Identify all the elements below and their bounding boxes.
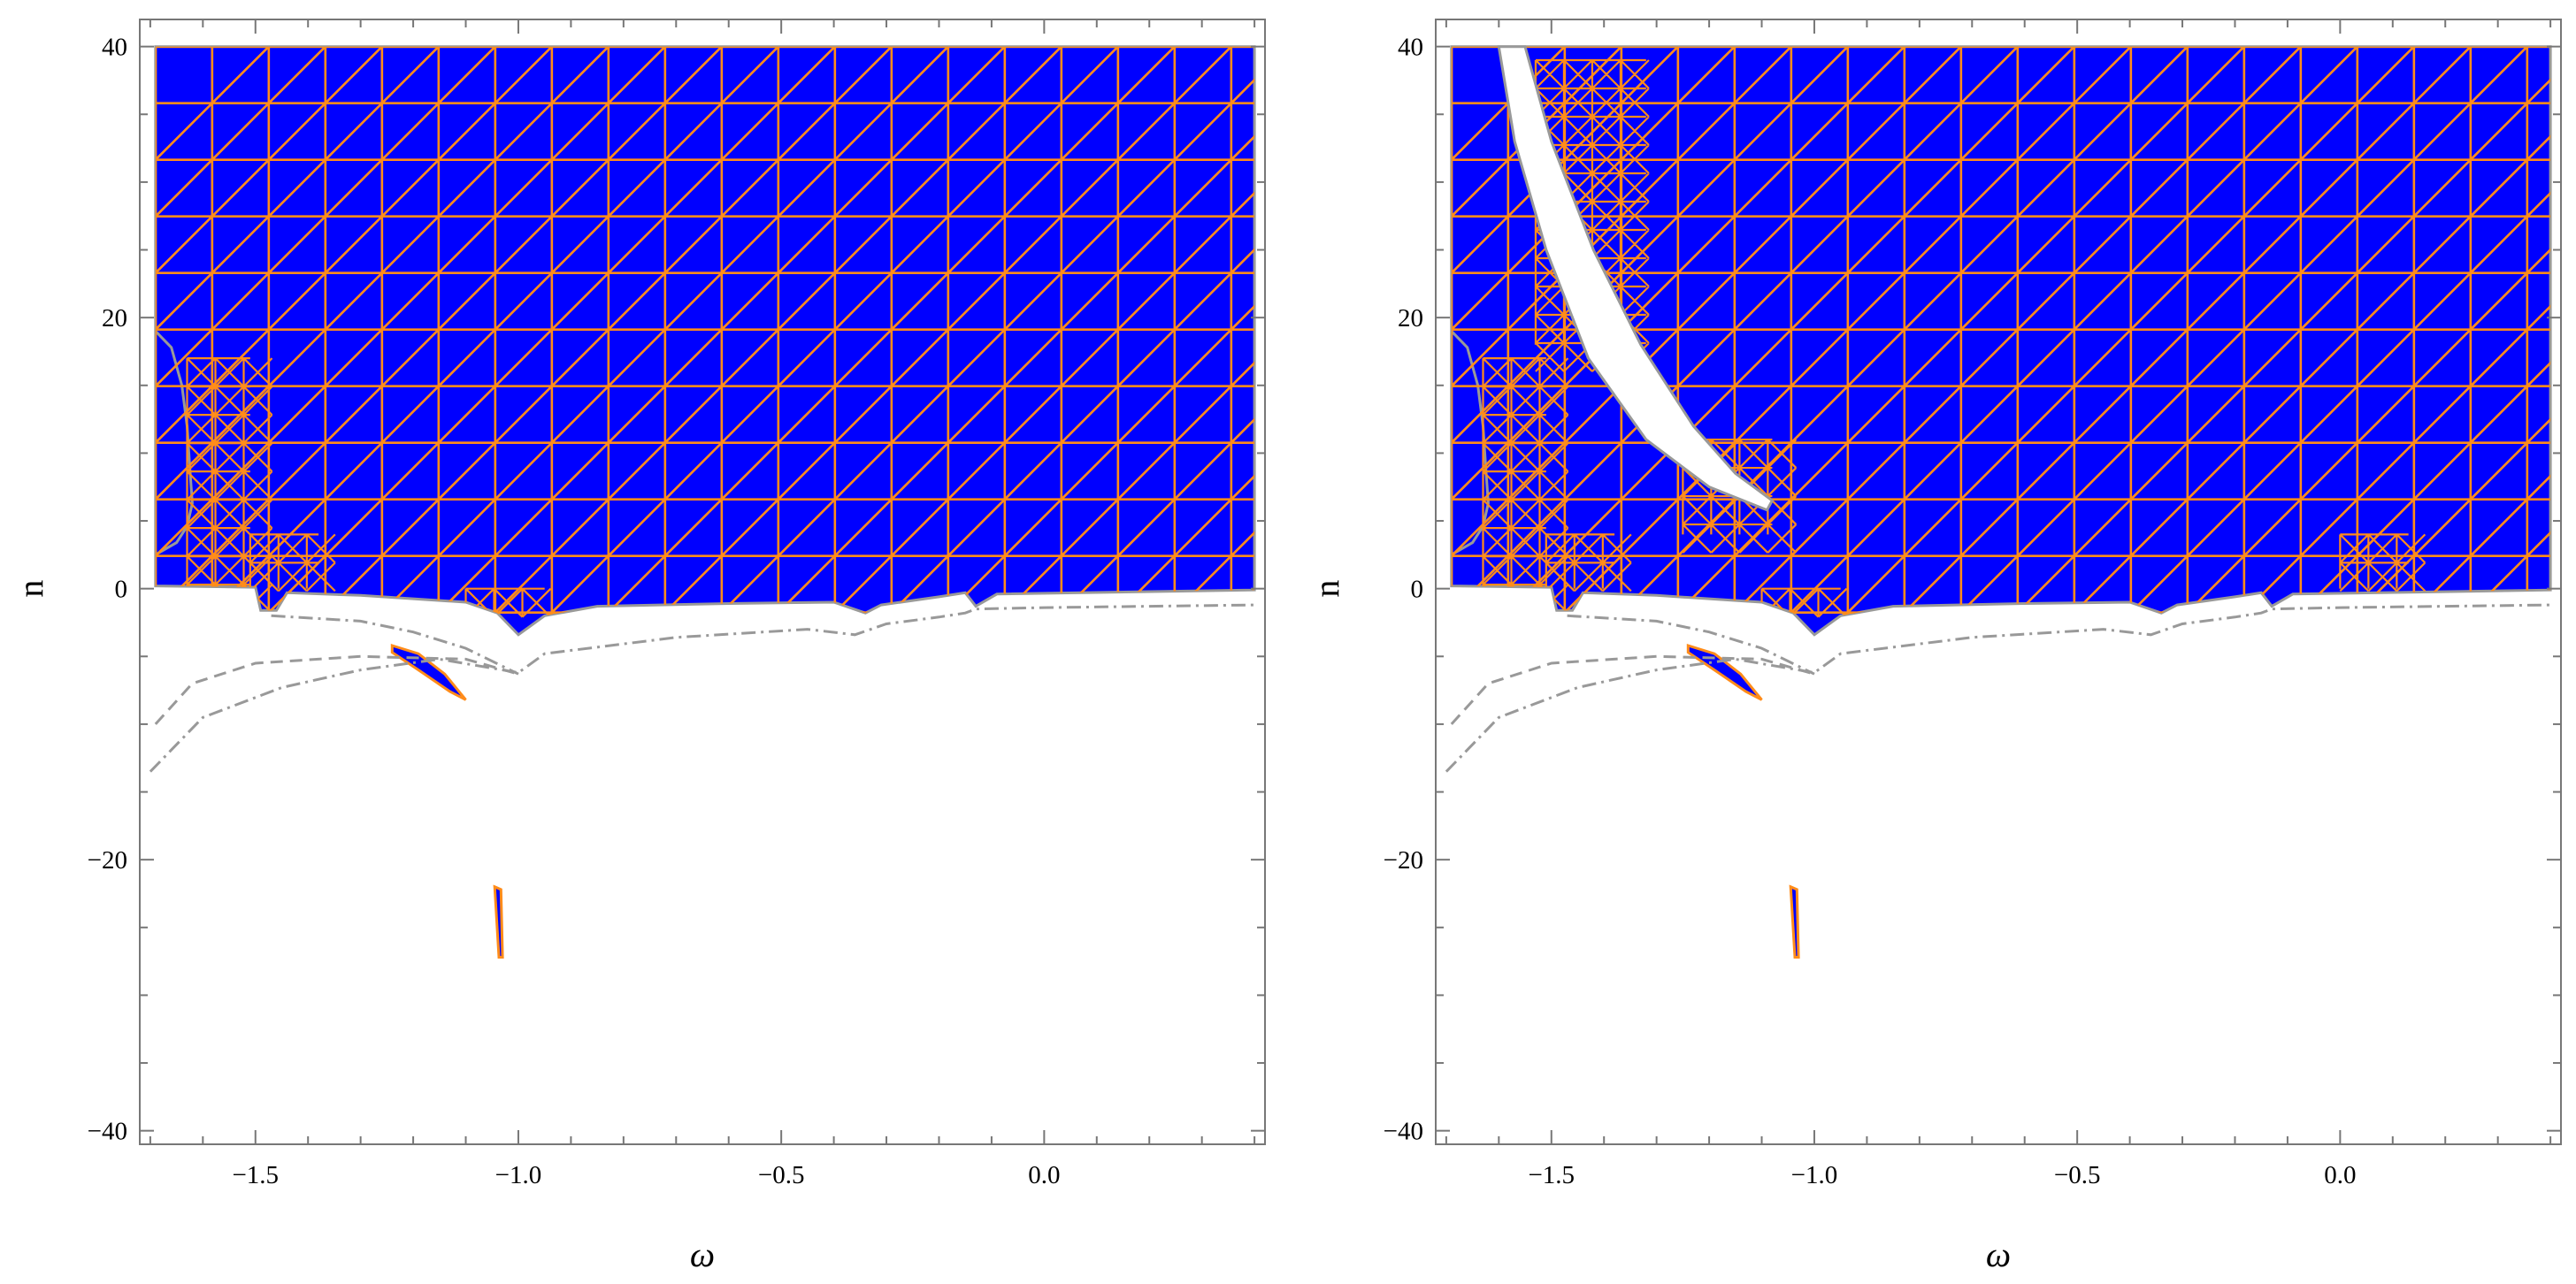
- dashdot-boundary-curve: [149, 603, 1255, 773]
- dashed-boundary-curve: [154, 654, 519, 725]
- y-tick-label: 0: [1411, 576, 1424, 604]
- refined-mesh-block: [249, 533, 336, 592]
- y-axis-title: n: [1307, 580, 1346, 598]
- plot-frame: [139, 19, 1266, 1145]
- x-tick-label: −0.5: [2054, 1161, 2101, 1189]
- x-tick-label: −1.0: [495, 1161, 542, 1189]
- region-island: [1789, 884, 1800, 959]
- y-tick-label: −20: [88, 846, 127, 875]
- y-tick-label: 20: [102, 304, 127, 332]
- y-tick-label: 0: [115, 576, 128, 604]
- y-tick-label: 40: [1398, 34, 1423, 62]
- y-tick-label: −20: [1384, 846, 1423, 875]
- dashdot-boundary-curve: [1445, 603, 2551, 773]
- x-axis-title: ω: [690, 1234, 715, 1274]
- excluded-slit: [1497, 45, 1775, 512]
- x-axis-title: ω: [1986, 1234, 2011, 1274]
- dashdot-boundary-curve: [1567, 614, 1815, 676]
- y-tick-label: −40: [88, 1118, 127, 1146]
- refined-mesh-block: [2339, 533, 2426, 592]
- x-tick-label: −1.5: [1528, 1161, 1575, 1189]
- x-tick-label: 0.0: [1028, 1161, 1060, 1189]
- left-region-plot: −1.5 −1.0 −0.5 0.0 40 20 0 −20 −40 ω n: [11, 19, 1266, 1274]
- refined-mesh-block: [1760, 587, 1848, 618]
- x-tick-label: −1.5: [232, 1161, 279, 1189]
- x-tick-label: −0.5: [758, 1161, 805, 1189]
- region-island: [1686, 643, 1763, 701]
- refined-mesh-block: [1545, 533, 1632, 592]
- region-island: [390, 643, 467, 701]
- right-region-plot: −1.5 −1.0 −0.5 0.0 40 20 0 −20 −40 ω n: [1307, 19, 2562, 1274]
- x-tick-label: −1.0: [1791, 1161, 1838, 1189]
- y-tick-label: 20: [1398, 304, 1423, 332]
- dashed-boundary-curve: [1450, 654, 1815, 725]
- plot-frame: [1435, 19, 2562, 1145]
- region-island: [493, 884, 504, 959]
- y-axis-title: n: [11, 580, 50, 598]
- dashdot-boundary-curve: [271, 614, 519, 676]
- refined-mesh-block: [464, 587, 552, 618]
- y-tick-label: 40: [102, 34, 127, 62]
- y-tick-label: −40: [1384, 1118, 1423, 1146]
- mesh-grid: [1451, 46, 2551, 635]
- x-tick-label: 0.0: [2324, 1161, 2356, 1189]
- stability-region: [154, 45, 1256, 637]
